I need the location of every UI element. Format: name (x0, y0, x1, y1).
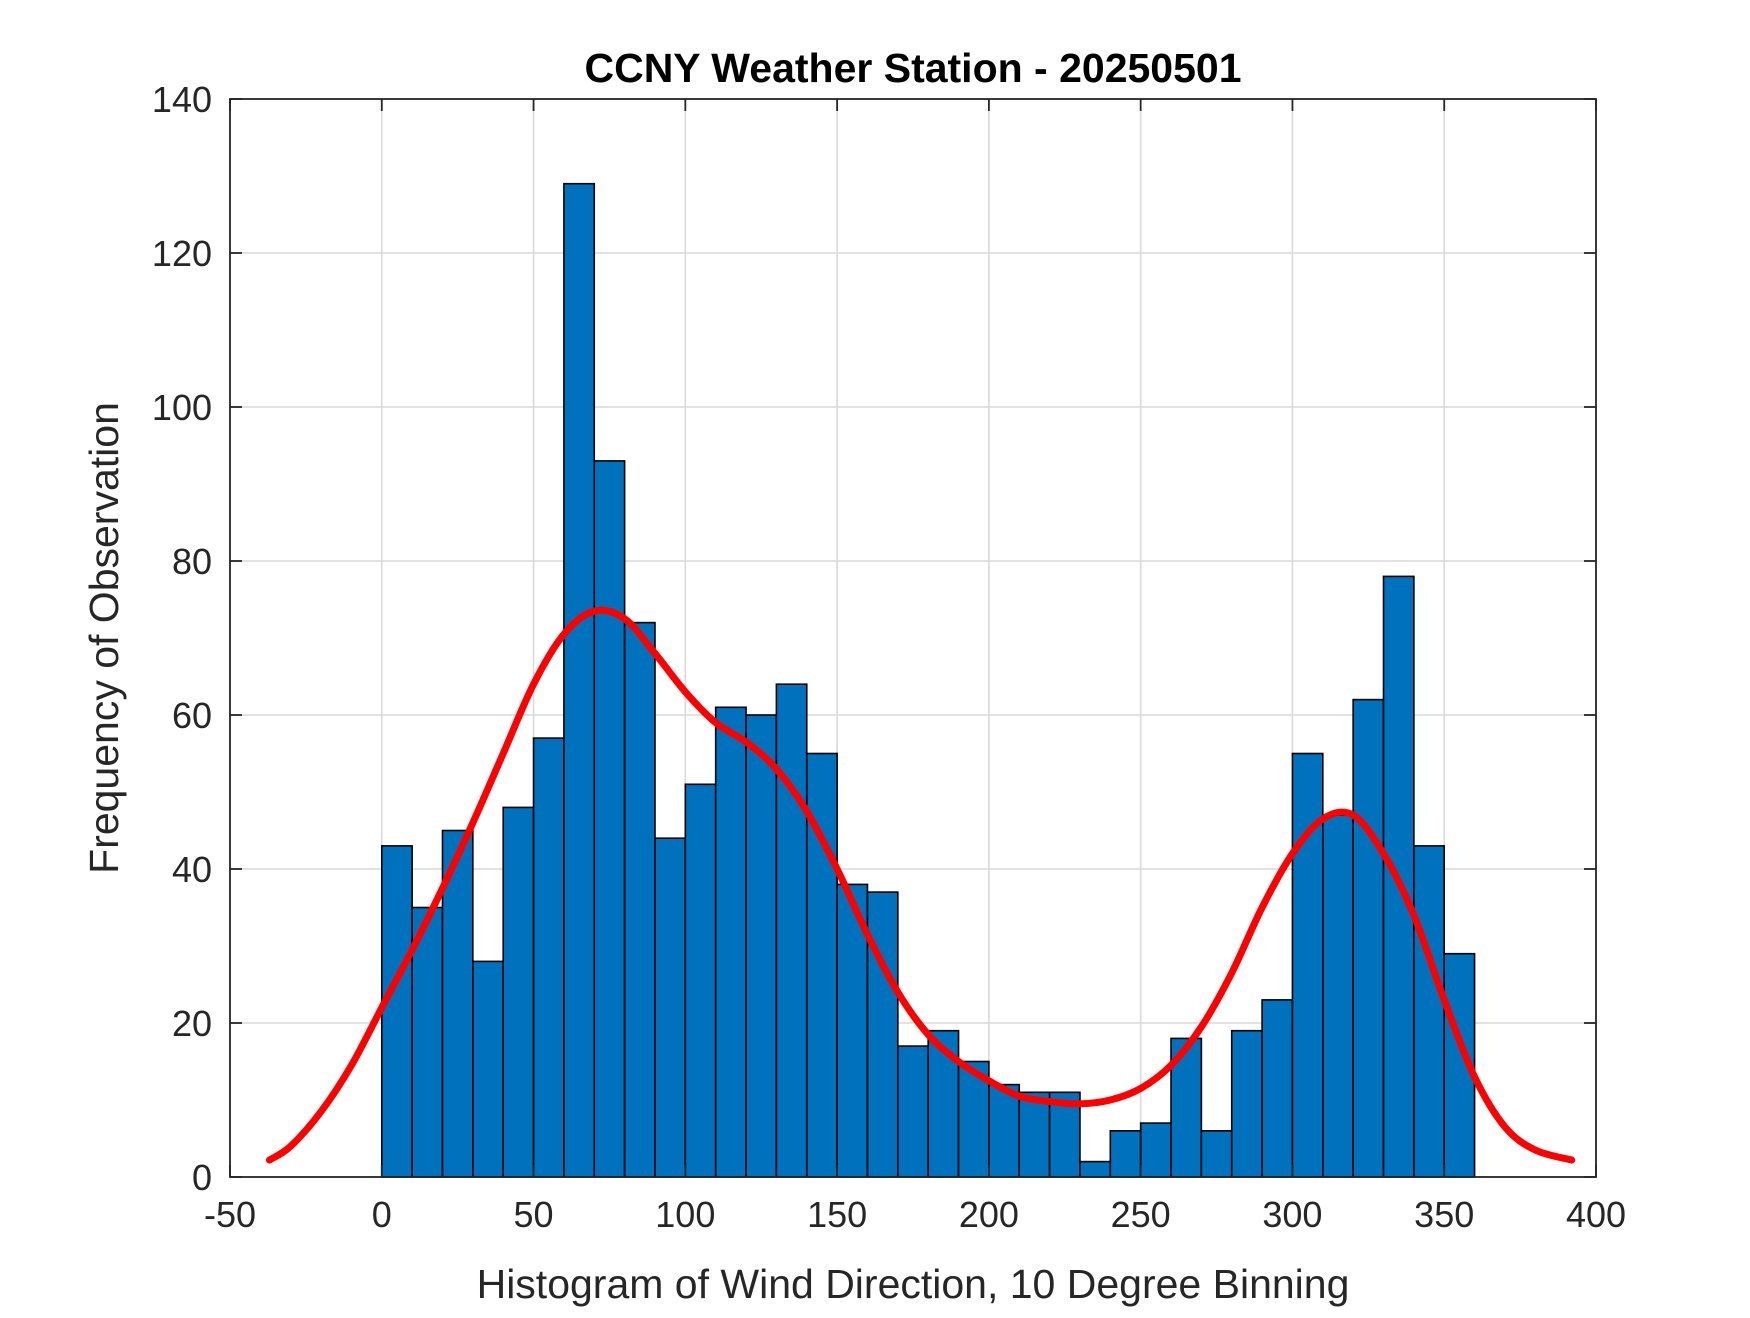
histogram-bar (897, 1045, 929, 1178)
histogram-bar (1018, 1091, 1051, 1178)
y-tick-label: 0 (192, 1157, 212, 1198)
y-tick-label: 20 (172, 1003, 212, 1044)
histogram-bar (1443, 952, 1476, 1178)
histogram-bar (1200, 1130, 1233, 1178)
x-tick-label: -50 (204, 1194, 256, 1235)
histogram-bar (1291, 752, 1324, 1178)
y-tick-label: 100 (152, 387, 212, 428)
histogram-bar (1079, 1160, 1112, 1178)
x-tick-label: 150 (807, 1194, 867, 1235)
bars (380, 182, 1476, 1178)
density-fit-curve (265, 606, 1576, 1164)
histogram-bar (1261, 999, 1294, 1178)
x-tick-label: 400 (1566, 1194, 1626, 1235)
histogram-bar (866, 891, 899, 1178)
x-tick-label: 50 (514, 1194, 554, 1235)
y-tick-label: 60 (172, 695, 212, 736)
histogram-bar (593, 460, 626, 1178)
histogram-bar (654, 837, 687, 1178)
histogram-bar (988, 1083, 1021, 1178)
axes-box (229, 98, 1597, 1178)
histogram-bar (441, 829, 474, 1178)
histogram-bar (775, 683, 808, 1178)
histogram-bar (411, 906, 444, 1178)
histogram-bar (1139, 1122, 1172, 1178)
ticks: -50 0 50 100 150 200 250 300 350 4000204060801001… (152, 79, 1626, 1235)
y-tick-label: 140 (152, 79, 212, 120)
histogram-bar (472, 960, 505, 1178)
y-tick-label: 80 (172, 541, 212, 582)
x-tick-label: 250 (1111, 1194, 1171, 1235)
y-tick-label: 120 (152, 233, 212, 274)
histogram-bar (745, 714, 778, 1178)
x-tick-label: 0 (372, 1194, 392, 1235)
x-tick-label: 350 (1414, 1194, 1474, 1235)
x-tick-label: 100 (655, 1194, 715, 1235)
y-axis-label: Frequency of Observation (81, 402, 127, 874)
histogram-bar (1413, 845, 1446, 1178)
x-axis-label: Histogram of Wind Direction, 10 Degree B… (477, 1261, 1350, 1307)
histogram-bar (1322, 814, 1354, 1178)
histogram-bar (1109, 1130, 1142, 1178)
chart-title: CCNY Weather Station - 20250501 (584, 45, 1241, 91)
x-tick-label: 200 (959, 1194, 1019, 1235)
histogram-bar (1352, 698, 1385, 1178)
histogram-bar (502, 806, 535, 1178)
histogram-bar (623, 621, 656, 1178)
histogram-bar (684, 783, 717, 1178)
histogram-bar (563, 182, 596, 1178)
y-tick-label: 40 (172, 849, 212, 890)
histogram-bar (380, 845, 413, 1178)
x-tick-label: 300 (1262, 1194, 1322, 1235)
histogram-bar (714, 706, 747, 1178)
histogram-bar (532, 737, 565, 1178)
histogram-bar (836, 883, 869, 1178)
histogram-bar (1230, 1029, 1263, 1178)
